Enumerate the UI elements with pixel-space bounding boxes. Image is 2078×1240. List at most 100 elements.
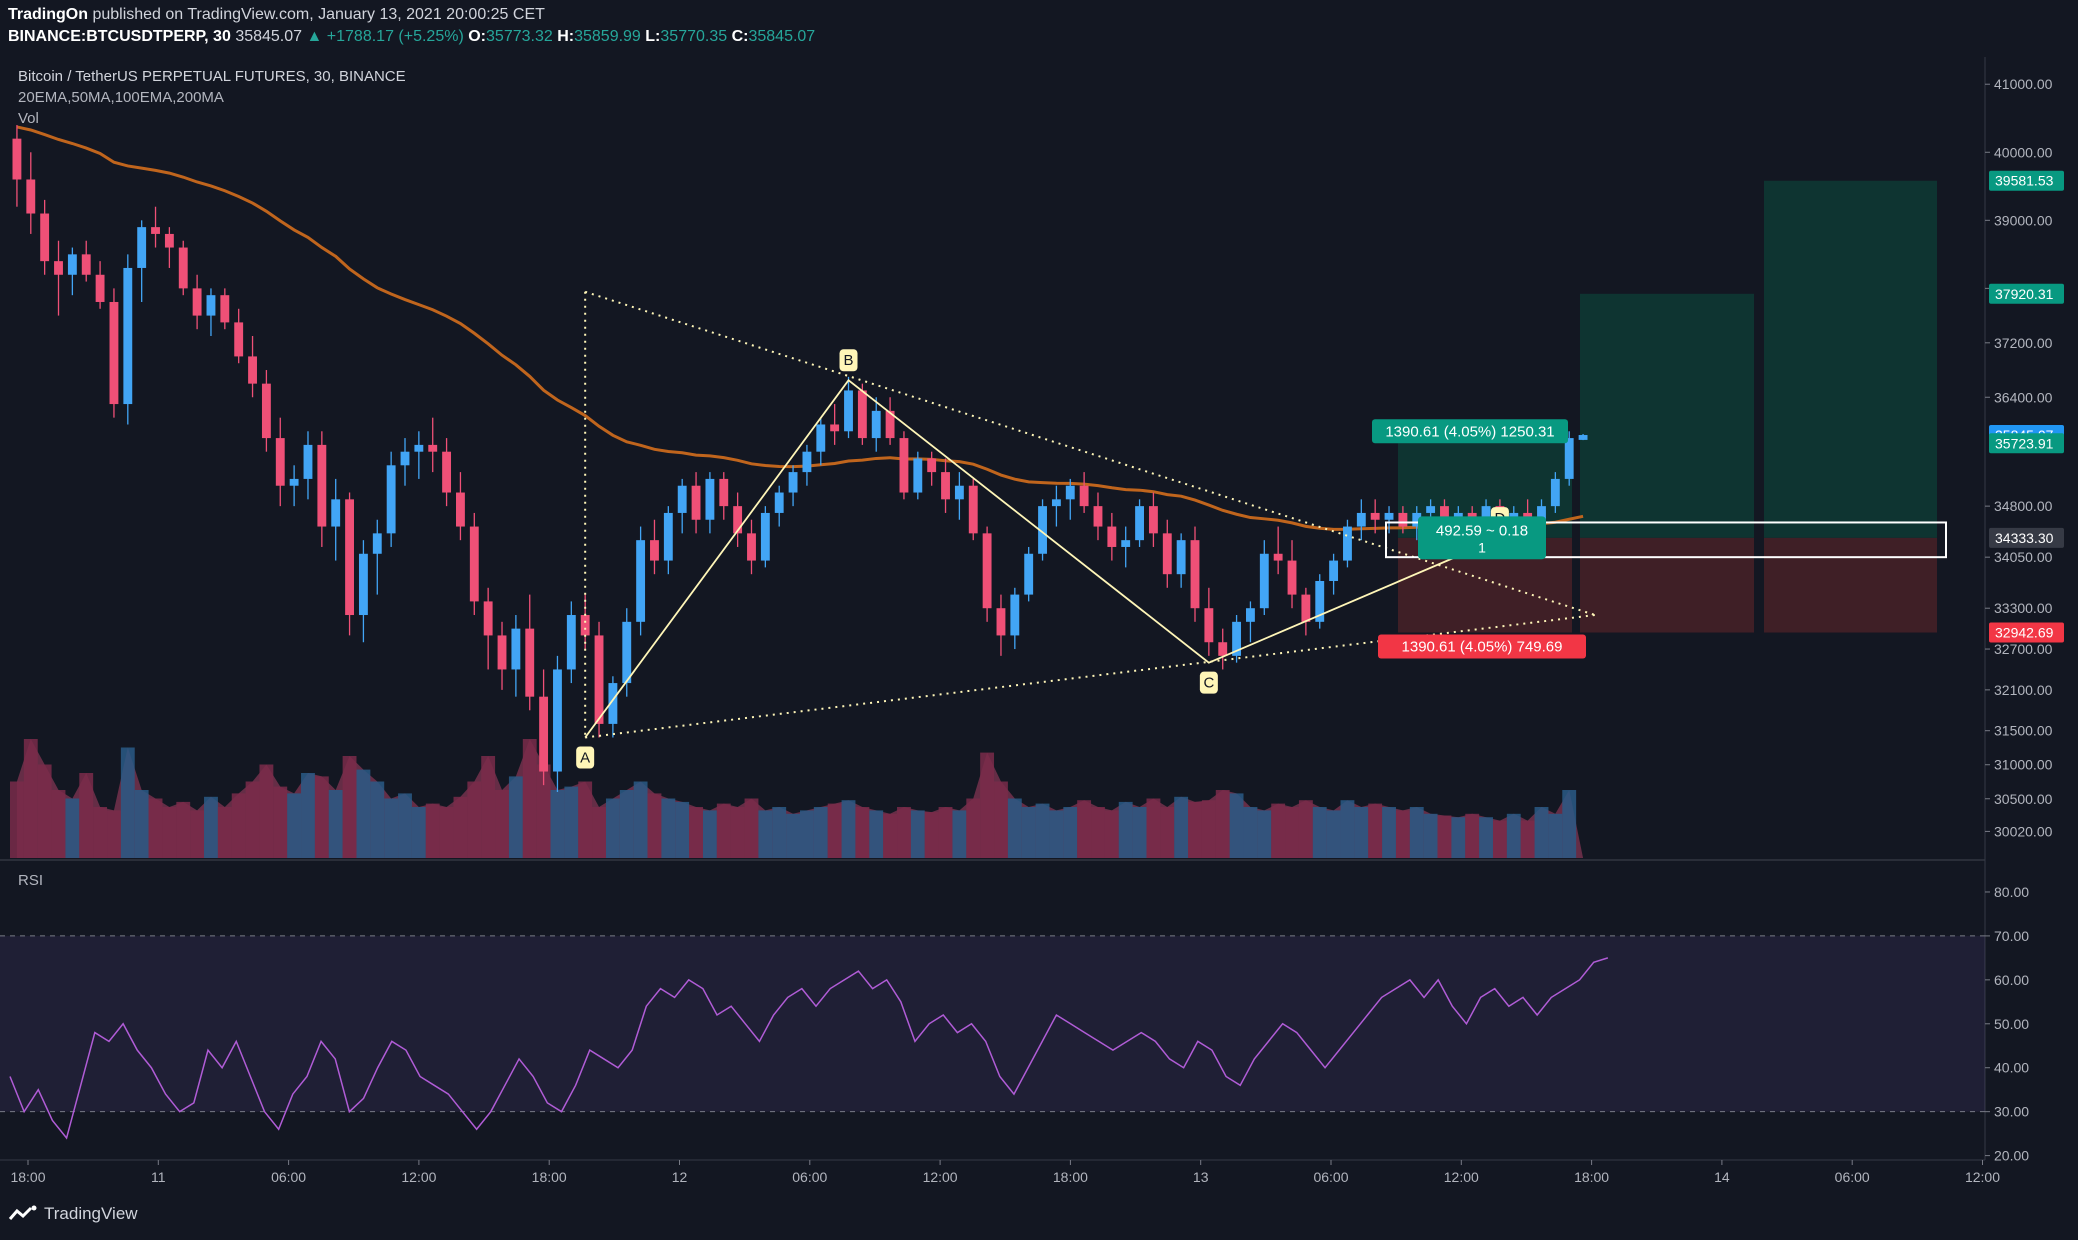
candle-body bbox=[1093, 506, 1103, 527]
volume-bar bbox=[120, 747, 135, 858]
volume-bar bbox=[605, 798, 620, 858]
volume-bar bbox=[1091, 807, 1105, 858]
symbol-name[interactable]: BINANCE:BTCUSDTPERP, 30 bbox=[8, 28, 231, 45]
stop-zone-3 bbox=[1764, 537, 1937, 633]
candle-body bbox=[511, 628, 521, 670]
entry-info-subtext: 1 bbox=[1478, 539, 1486, 555]
volume-bar bbox=[855, 807, 870, 858]
volume-bar bbox=[398, 793, 412, 858]
candle-body bbox=[857, 390, 867, 439]
volume-legend[interactable]: Vol bbox=[18, 110, 39, 127]
candle-body bbox=[996, 608, 1006, 636]
volume-bar bbox=[1548, 813, 1563, 858]
volume-bar bbox=[342, 756, 357, 858]
rsi-tick-label: 60.00 bbox=[1994, 972, 2029, 988]
rsi-line bbox=[9, 957, 1609, 1140]
volume-bar bbox=[1007, 798, 1022, 858]
candle-body bbox=[1481, 506, 1491, 520]
volume-bar bbox=[841, 800, 856, 858]
volume-bar bbox=[1285, 807, 1299, 858]
candle-body bbox=[1343, 526, 1352, 561]
candle-body bbox=[650, 540, 659, 561]
target-zone-2 bbox=[1580, 293, 1754, 538]
volume-bar bbox=[592, 807, 606, 858]
volume-bar bbox=[1118, 801, 1133, 858]
candle-body bbox=[677, 485, 687, 513]
candle-body bbox=[1065, 485, 1075, 500]
volume-bar bbox=[287, 793, 302, 858]
candle-body bbox=[67, 254, 77, 275]
candle-body bbox=[1024, 553, 1034, 595]
volume-bar bbox=[1077, 800, 1092, 858]
rsi-band bbox=[0, 935, 1985, 1112]
time-tick-label: 11 bbox=[151, 1169, 166, 1185]
volume-bar bbox=[800, 810, 814, 858]
price-label-badge bbox=[1989, 527, 2064, 548]
volume-bar bbox=[1423, 813, 1438, 858]
volume-bar bbox=[65, 798, 80, 858]
candle-body bbox=[663, 512, 673, 561]
time-tick-label: 12:00 bbox=[923, 1169, 958, 1185]
publisher-name[interactable]: TradingOn bbox=[8, 6, 88, 23]
volume-bar bbox=[1035, 803, 1050, 858]
volume-bar bbox=[564, 786, 579, 858]
volume-bar bbox=[467, 781, 482, 858]
candle-body bbox=[1038, 506, 1047, 554]
candle-body bbox=[788, 472, 798, 493]
volume-bar bbox=[1243, 807, 1258, 858]
candle-body bbox=[1564, 438, 1574, 479]
candle-body bbox=[622, 621, 632, 684]
rsi-tick-label: 50.00 bbox=[1994, 1016, 2029, 1032]
candle-body bbox=[1232, 621, 1242, 656]
price-tick-label: 30020.00 bbox=[1994, 823, 2053, 839]
volume-bar bbox=[675, 801, 690, 858]
candle-body bbox=[1287, 560, 1297, 595]
candle-body bbox=[483, 601, 493, 636]
time-tick-label: 18:00 bbox=[1053, 1169, 1088, 1185]
time-tick-label: 06:00 bbox=[1835, 1169, 1870, 1185]
candle-body bbox=[1440, 506, 1449, 520]
volume-bar bbox=[1229, 793, 1244, 858]
high-value: 35859.99 bbox=[574, 28, 641, 45]
tradingview-logo-icon bbox=[8, 1205, 37, 1220]
candle-body bbox=[899, 438, 909, 493]
candle-body bbox=[1204, 608, 1214, 643]
indicator-list[interactable]: 20EMA,50MA,100EMA,200MA bbox=[18, 89, 224, 106]
price-tick-label: 30500.00 bbox=[1994, 791, 2053, 807]
candle-body bbox=[844, 390, 853, 432]
price-label-badge bbox=[1989, 622, 2064, 643]
candle-body bbox=[109, 301, 119, 405]
price-tick-label: 41000.00 bbox=[1994, 76, 2053, 92]
pattern-point-c-badge bbox=[1199, 671, 1218, 694]
candle-body bbox=[331, 499, 341, 527]
candle-body bbox=[525, 628, 535, 697]
candle-body bbox=[1329, 560, 1339, 581]
volume-bar bbox=[259, 764, 274, 858]
candle-body bbox=[1010, 594, 1020, 636]
volume-bar bbox=[924, 812, 939, 858]
volume-bar bbox=[508, 776, 523, 858]
candle-body bbox=[982, 533, 992, 609]
candle-body bbox=[220, 295, 230, 323]
rsi-legend[interactable]: RSI bbox=[18, 872, 44, 889]
candle-body bbox=[1246, 608, 1255, 622]
rsi-tick-label: 30.00 bbox=[1994, 1104, 2029, 1120]
target-zone-3 bbox=[1764, 180, 1937, 538]
tradingview-brand[interactable]: TradingView bbox=[8, 1204, 138, 1224]
volume-bar bbox=[827, 803, 842, 858]
pattern-point-a-label: A bbox=[580, 750, 590, 767]
volume-bar bbox=[1451, 817, 1466, 858]
candle-body bbox=[941, 472, 950, 500]
high-label: H: bbox=[557, 28, 575, 45]
publisher-line: TradingOn published on TradingView.com, … bbox=[8, 6, 545, 24]
volume-bar bbox=[439, 807, 454, 858]
candle-body bbox=[1107, 526, 1117, 547]
volume-bar bbox=[883, 813, 898, 858]
candle-body bbox=[206, 295, 216, 316]
candle-body bbox=[1135, 506, 1144, 541]
volume-bar bbox=[356, 769, 371, 858]
candle-body bbox=[497, 635, 507, 670]
price-tick-label: 31000.00 bbox=[1994, 757, 2053, 773]
volume-bar bbox=[938, 807, 953, 858]
